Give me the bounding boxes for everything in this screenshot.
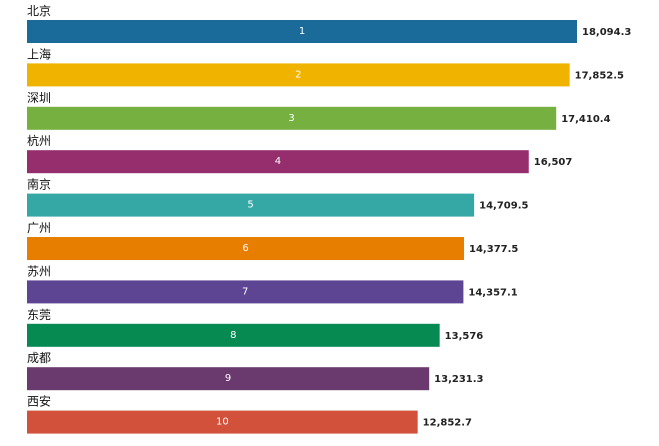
- rank-label: 5: [247, 200, 253, 211]
- bar-3: [27, 106, 557, 130]
- value-label: 14,357.1: [468, 287, 517, 298]
- rank-label: 3: [288, 113, 294, 124]
- category-label: 东莞: [27, 308, 51, 322]
- category-label: 北京: [27, 4, 51, 18]
- bar-2: [27, 63, 570, 87]
- bar-5: [27, 193, 475, 217]
- bar-4: [27, 150, 529, 174]
- category-label: 南京: [27, 177, 51, 192]
- bar-10: [27, 410, 418, 434]
- rank-label: 2: [295, 69, 301, 80]
- bar-8: [27, 323, 440, 347]
- bar-7: [27, 280, 464, 304]
- category-label: 上海: [27, 46, 51, 61]
- value-label: 13,576: [445, 331, 484, 342]
- value-label: 17,852.5: [575, 70, 624, 81]
- rank-label: 10: [216, 417, 229, 428]
- category-label: 杭州: [27, 133, 51, 148]
- value-label: 18,094.3: [582, 27, 631, 38]
- rank-label: 8: [230, 330, 236, 341]
- category-label: 西安: [27, 394, 51, 409]
- value-label: 16,507: [534, 157, 573, 168]
- value-label: 13,231.3: [434, 374, 483, 385]
- value-label: 17,410.4: [561, 114, 610, 125]
- bar-9: [27, 367, 430, 391]
- value-label: 14,377.5: [469, 244, 518, 255]
- rank-label: 9: [225, 373, 231, 384]
- rank-label: 1: [299, 26, 305, 37]
- rank-label: 4: [275, 156, 281, 167]
- rank-label: 7: [242, 286, 248, 297]
- category-label: 深圳: [27, 91, 51, 105]
- bar-6: [27, 237, 465, 260]
- value-label: 12,852.7: [423, 418, 472, 429]
- bar-1: [27, 20, 577, 43]
- category-label: 广州: [27, 221, 51, 235]
- category-label: 成都: [27, 351, 51, 365]
- value-label: 14,709.5: [479, 201, 528, 212]
- rank-label: 6: [242, 243, 248, 254]
- category-label: 苏州: [27, 264, 51, 278]
